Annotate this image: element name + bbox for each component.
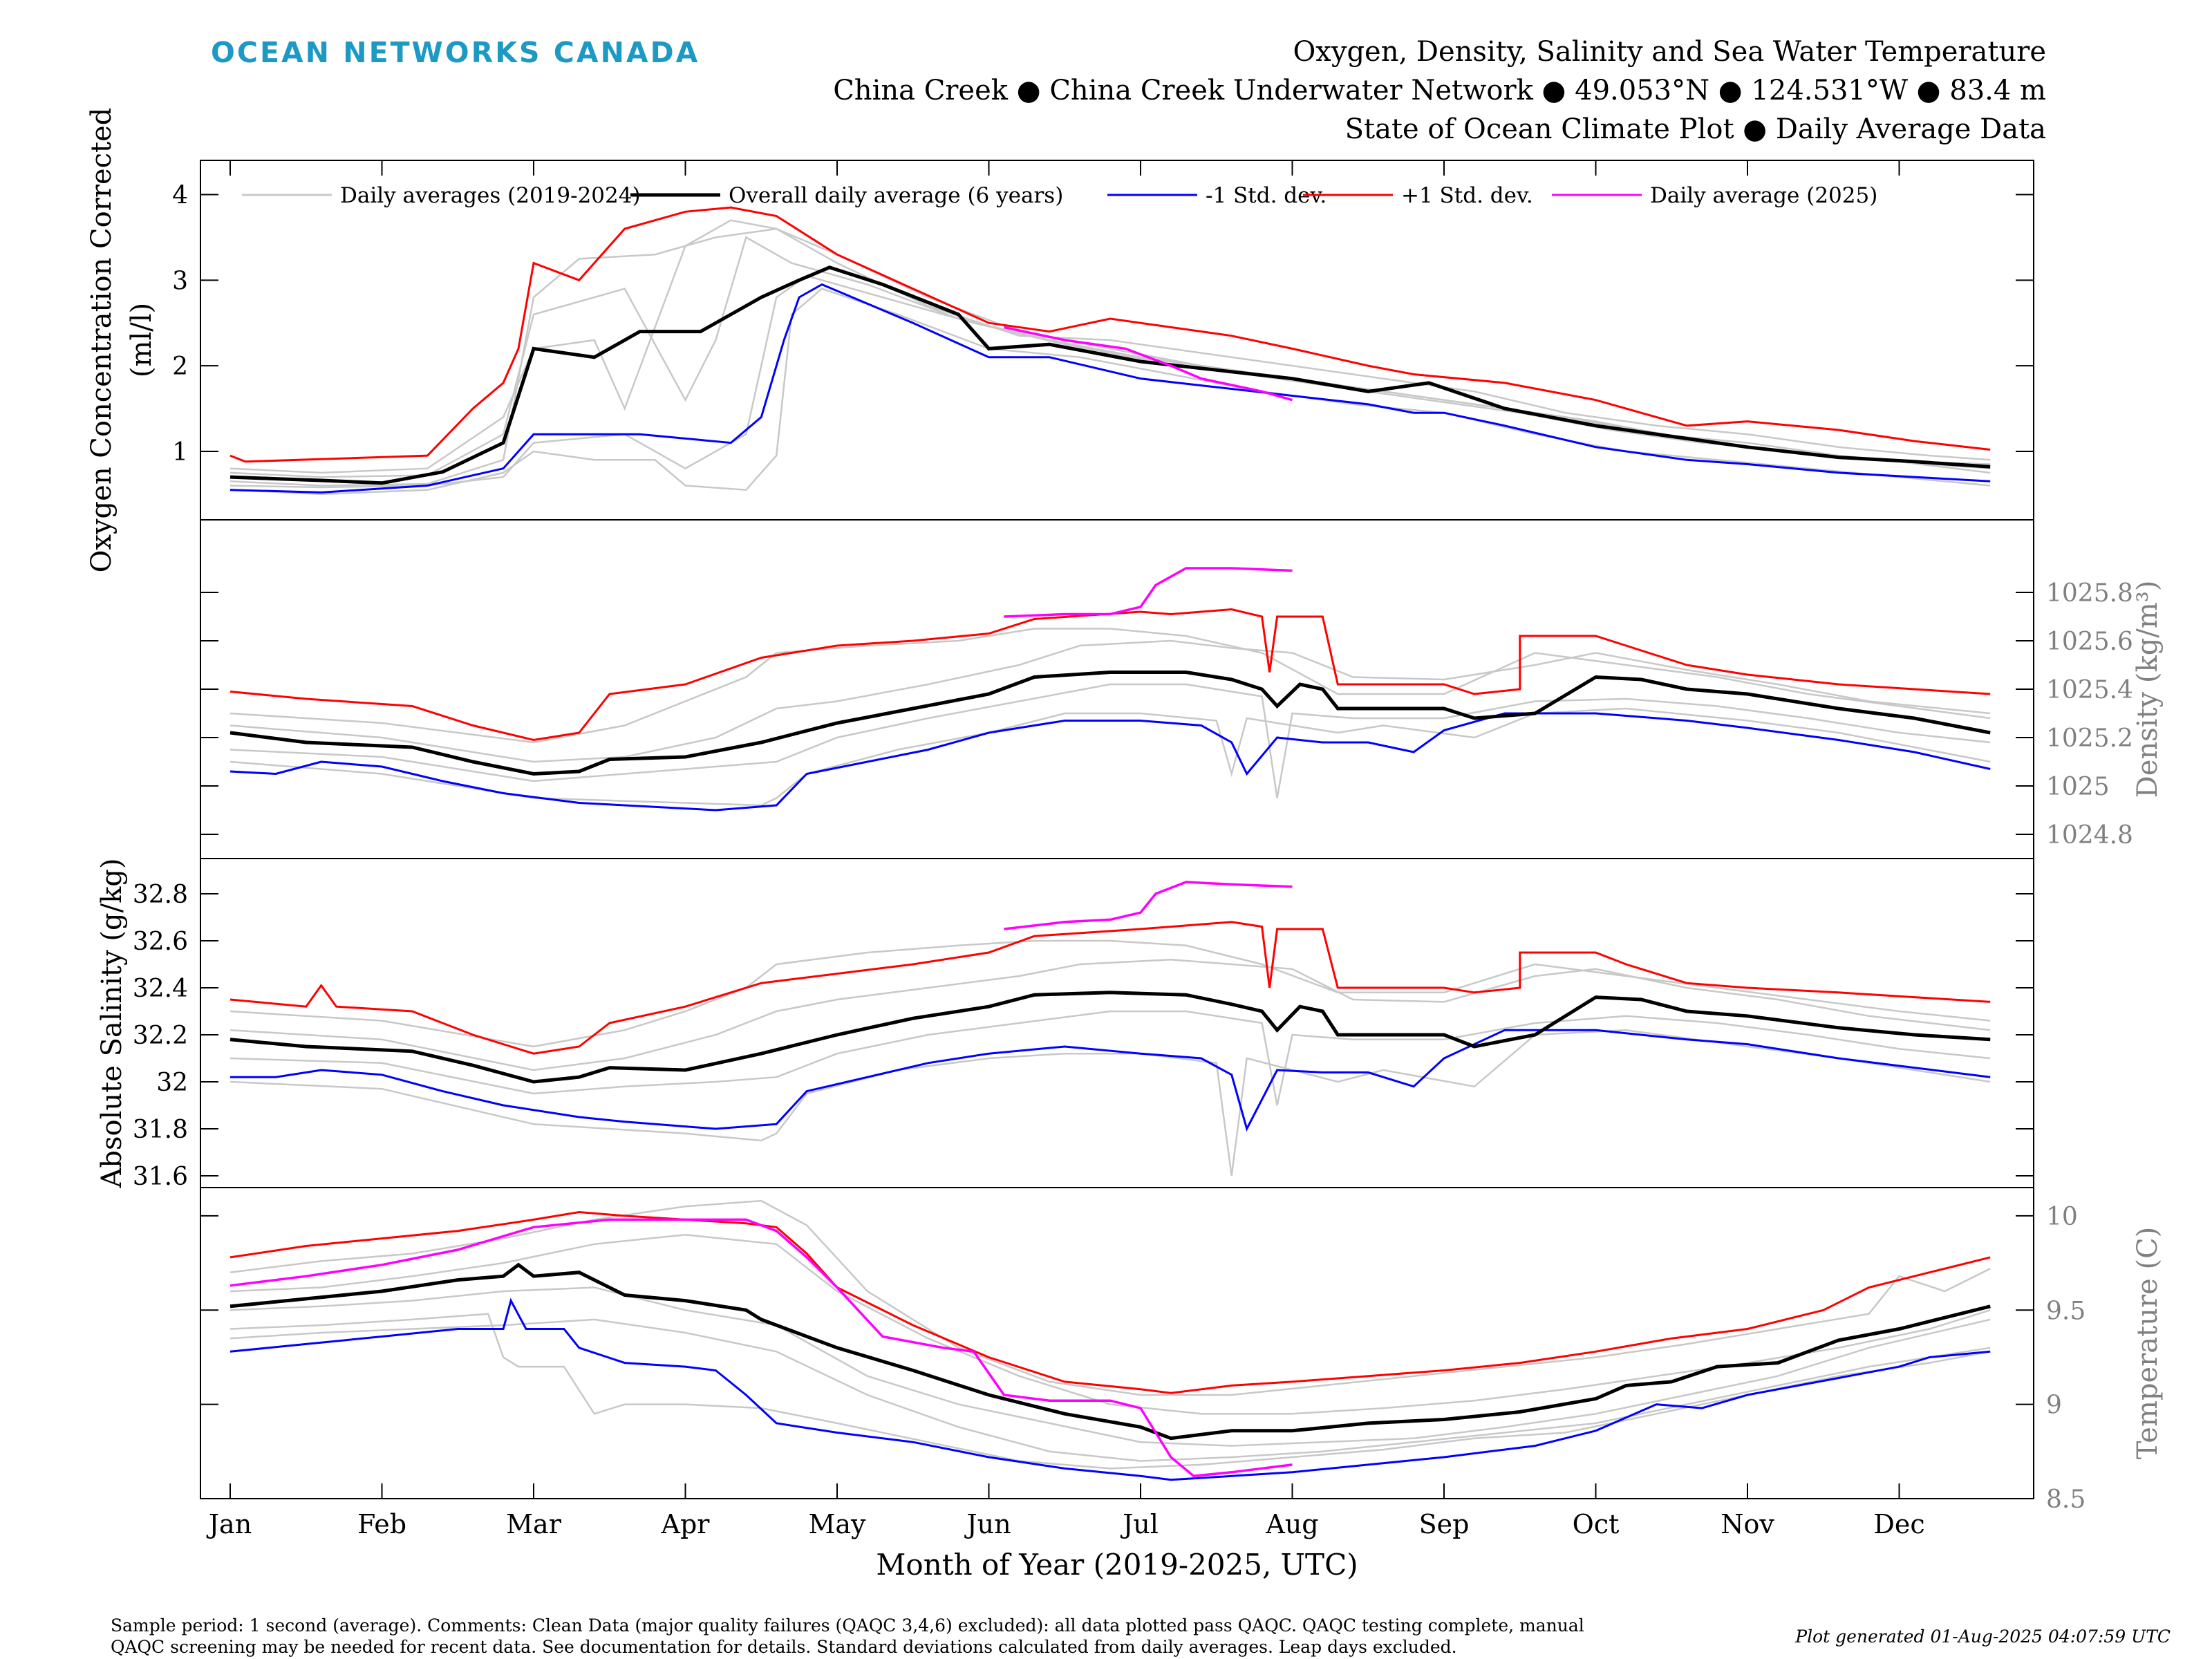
density-tick-label: 1025.2 <box>2046 724 2133 753</box>
temperature-series-plus-std-line <box>229 1210 1991 1394</box>
legend-label-mean: Overall daily average (6 years) <box>729 183 1063 208</box>
x-tick-label: Feb <box>357 1509 406 1539</box>
temperature-tick-label: 9 <box>2046 1391 2062 1420</box>
temperature-series-history-line <box>229 1313 1991 1470</box>
salinity-series-history-line <box>229 1010 1991 1106</box>
temperature-series-history-line <box>229 1318 1991 1462</box>
salinity-tick-label: 31.6 <box>133 1163 188 1191</box>
legend-label-plus_std: +1 Std. dev. <box>1401 183 1533 208</box>
plot-subtitle-type: State of Ocean Climate Plot ● Daily Aver… <box>1344 113 2046 145</box>
temperature-series-current-line <box>229 1218 1293 1478</box>
legend-label-history: Daily averages (2019-2024) <box>340 183 641 208</box>
salinity-series-current-line <box>1004 881 1293 930</box>
legend-label-current: Daily average (2025) <box>1650 183 1877 208</box>
density-series-current-line <box>1004 567 1293 618</box>
x-tick-label: Nov <box>1721 1509 1774 1539</box>
temperature-series-history-line <box>229 1199 1991 1396</box>
density-series-minus-std-line <box>229 712 1991 812</box>
x-tick-label: Jan <box>206 1509 252 1539</box>
oxygen-series-history-line <box>229 274 1991 489</box>
density-axis-label: Density (kg/m³) <box>2132 581 2164 798</box>
oxygen-series-mean-line <box>229 265 1991 485</box>
plot-subtitle-location: China Creek ● China Creek Underwater Net… <box>833 75 2046 106</box>
x-tick-label: Jul <box>1120 1509 1159 1539</box>
temperature-tick-label: 9.5 <box>2046 1297 2086 1325</box>
temperature-axis-label: Temperature (C) <box>2132 1227 2164 1460</box>
oxygen-series-current-line <box>1004 326 1293 402</box>
oxygen-tick-label: 3 <box>172 267 188 295</box>
salinity-series-mean-line <box>229 991 1991 1084</box>
brand-logo-text: OCEAN NETWORKS CANADA <box>211 36 700 69</box>
temperature-series-mean-line <box>229 1262 1991 1441</box>
density-series-history-line <box>229 707 1991 807</box>
density-tick-label: 1025.8 <box>2046 579 2133 608</box>
density-series-history-line <box>229 639 1991 763</box>
salinity-tick-label: 32.8 <box>133 881 188 909</box>
plot-frame <box>200 160 2034 1499</box>
temperature-tick-label: 8.5 <box>2046 1485 2086 1514</box>
footer-note-line1: Sample period: 1 second (average). Comme… <box>111 1615 1584 1635</box>
x-tick-label: Sep <box>1419 1509 1470 1539</box>
x-tick-label: May <box>808 1509 866 1539</box>
salinity-tick-label: 32 <box>156 1069 188 1097</box>
salinity-tick-label: 32.4 <box>133 975 188 1003</box>
oxygen-axis-label: Oxygen Concentration Corrected <box>86 108 118 573</box>
density-series-mean-line <box>229 671 1991 776</box>
density-series-plus-std-line <box>229 608 1991 742</box>
oxygen-tick-label: 4 <box>172 182 188 210</box>
salinity-tick-label: 31.8 <box>133 1116 188 1144</box>
x-tick-label: Aug <box>1265 1509 1318 1539</box>
salinity-tick-label: 32.6 <box>133 928 188 956</box>
density-series-history-line <box>229 628 1991 744</box>
density-tick-label: 1025.4 <box>2046 676 2133 704</box>
density-tick-label: 1024.8 <box>2046 821 2133 850</box>
salinity-tick-label: 32.2 <box>133 1022 188 1050</box>
oxygen-tick-label: 2 <box>172 353 188 381</box>
x-tick-label: Jun <box>964 1509 1011 1539</box>
salinity-axis-label: Absolute Salinity (g/kg) <box>96 858 128 1188</box>
salinity-series-history-line <box>229 958 1991 1071</box>
salinity-series-plus-std-line <box>229 921 1991 1055</box>
x-axis-label: Month of Year (2019-2025, UTC) <box>876 1548 1358 1582</box>
oxygen-axis-label: (ml/l) <box>126 303 158 377</box>
salinity-series-history-line <box>229 1029 1991 1177</box>
oxygen-series-plus-std-line <box>229 206 1991 463</box>
temperature-series-history-line <box>229 1286 1991 1447</box>
plot-generated-timestamp: Plot generated 01-Aug-2025 04:07:59 UTC <box>1795 1627 2171 1647</box>
density-series-history-line <box>229 683 1991 798</box>
oxygen-tick-label: 1 <box>172 438 188 467</box>
salinity-series-minus-std-line <box>230 1029 1991 1132</box>
temperature-tick-label: 10 <box>2046 1203 2078 1231</box>
density-tick-label: 1025.6 <box>2046 628 2133 656</box>
x-tick-label: Apr <box>661 1509 711 1539</box>
x-tick-label: Oct <box>1573 1509 1620 1539</box>
temperature-series-minus-std-line <box>229 1297 1991 1481</box>
oxygen-series-minus-std-line <box>229 283 1991 494</box>
x-tick-label: Mar <box>506 1509 562 1539</box>
x-tick-label: Dec <box>1873 1509 1924 1539</box>
plot-title: Oxygen, Density, Salinity and Sea Water … <box>1293 36 2047 68</box>
chart-area: 1 2 3 4 Oxygen Concentration Corrected (ml/l)… <box>86 108 2164 1582</box>
density-tick-label: 1025 <box>2046 773 2110 801</box>
footer-note-line2: QAQC screening may be needed for recent … <box>111 1637 1457 1657</box>
